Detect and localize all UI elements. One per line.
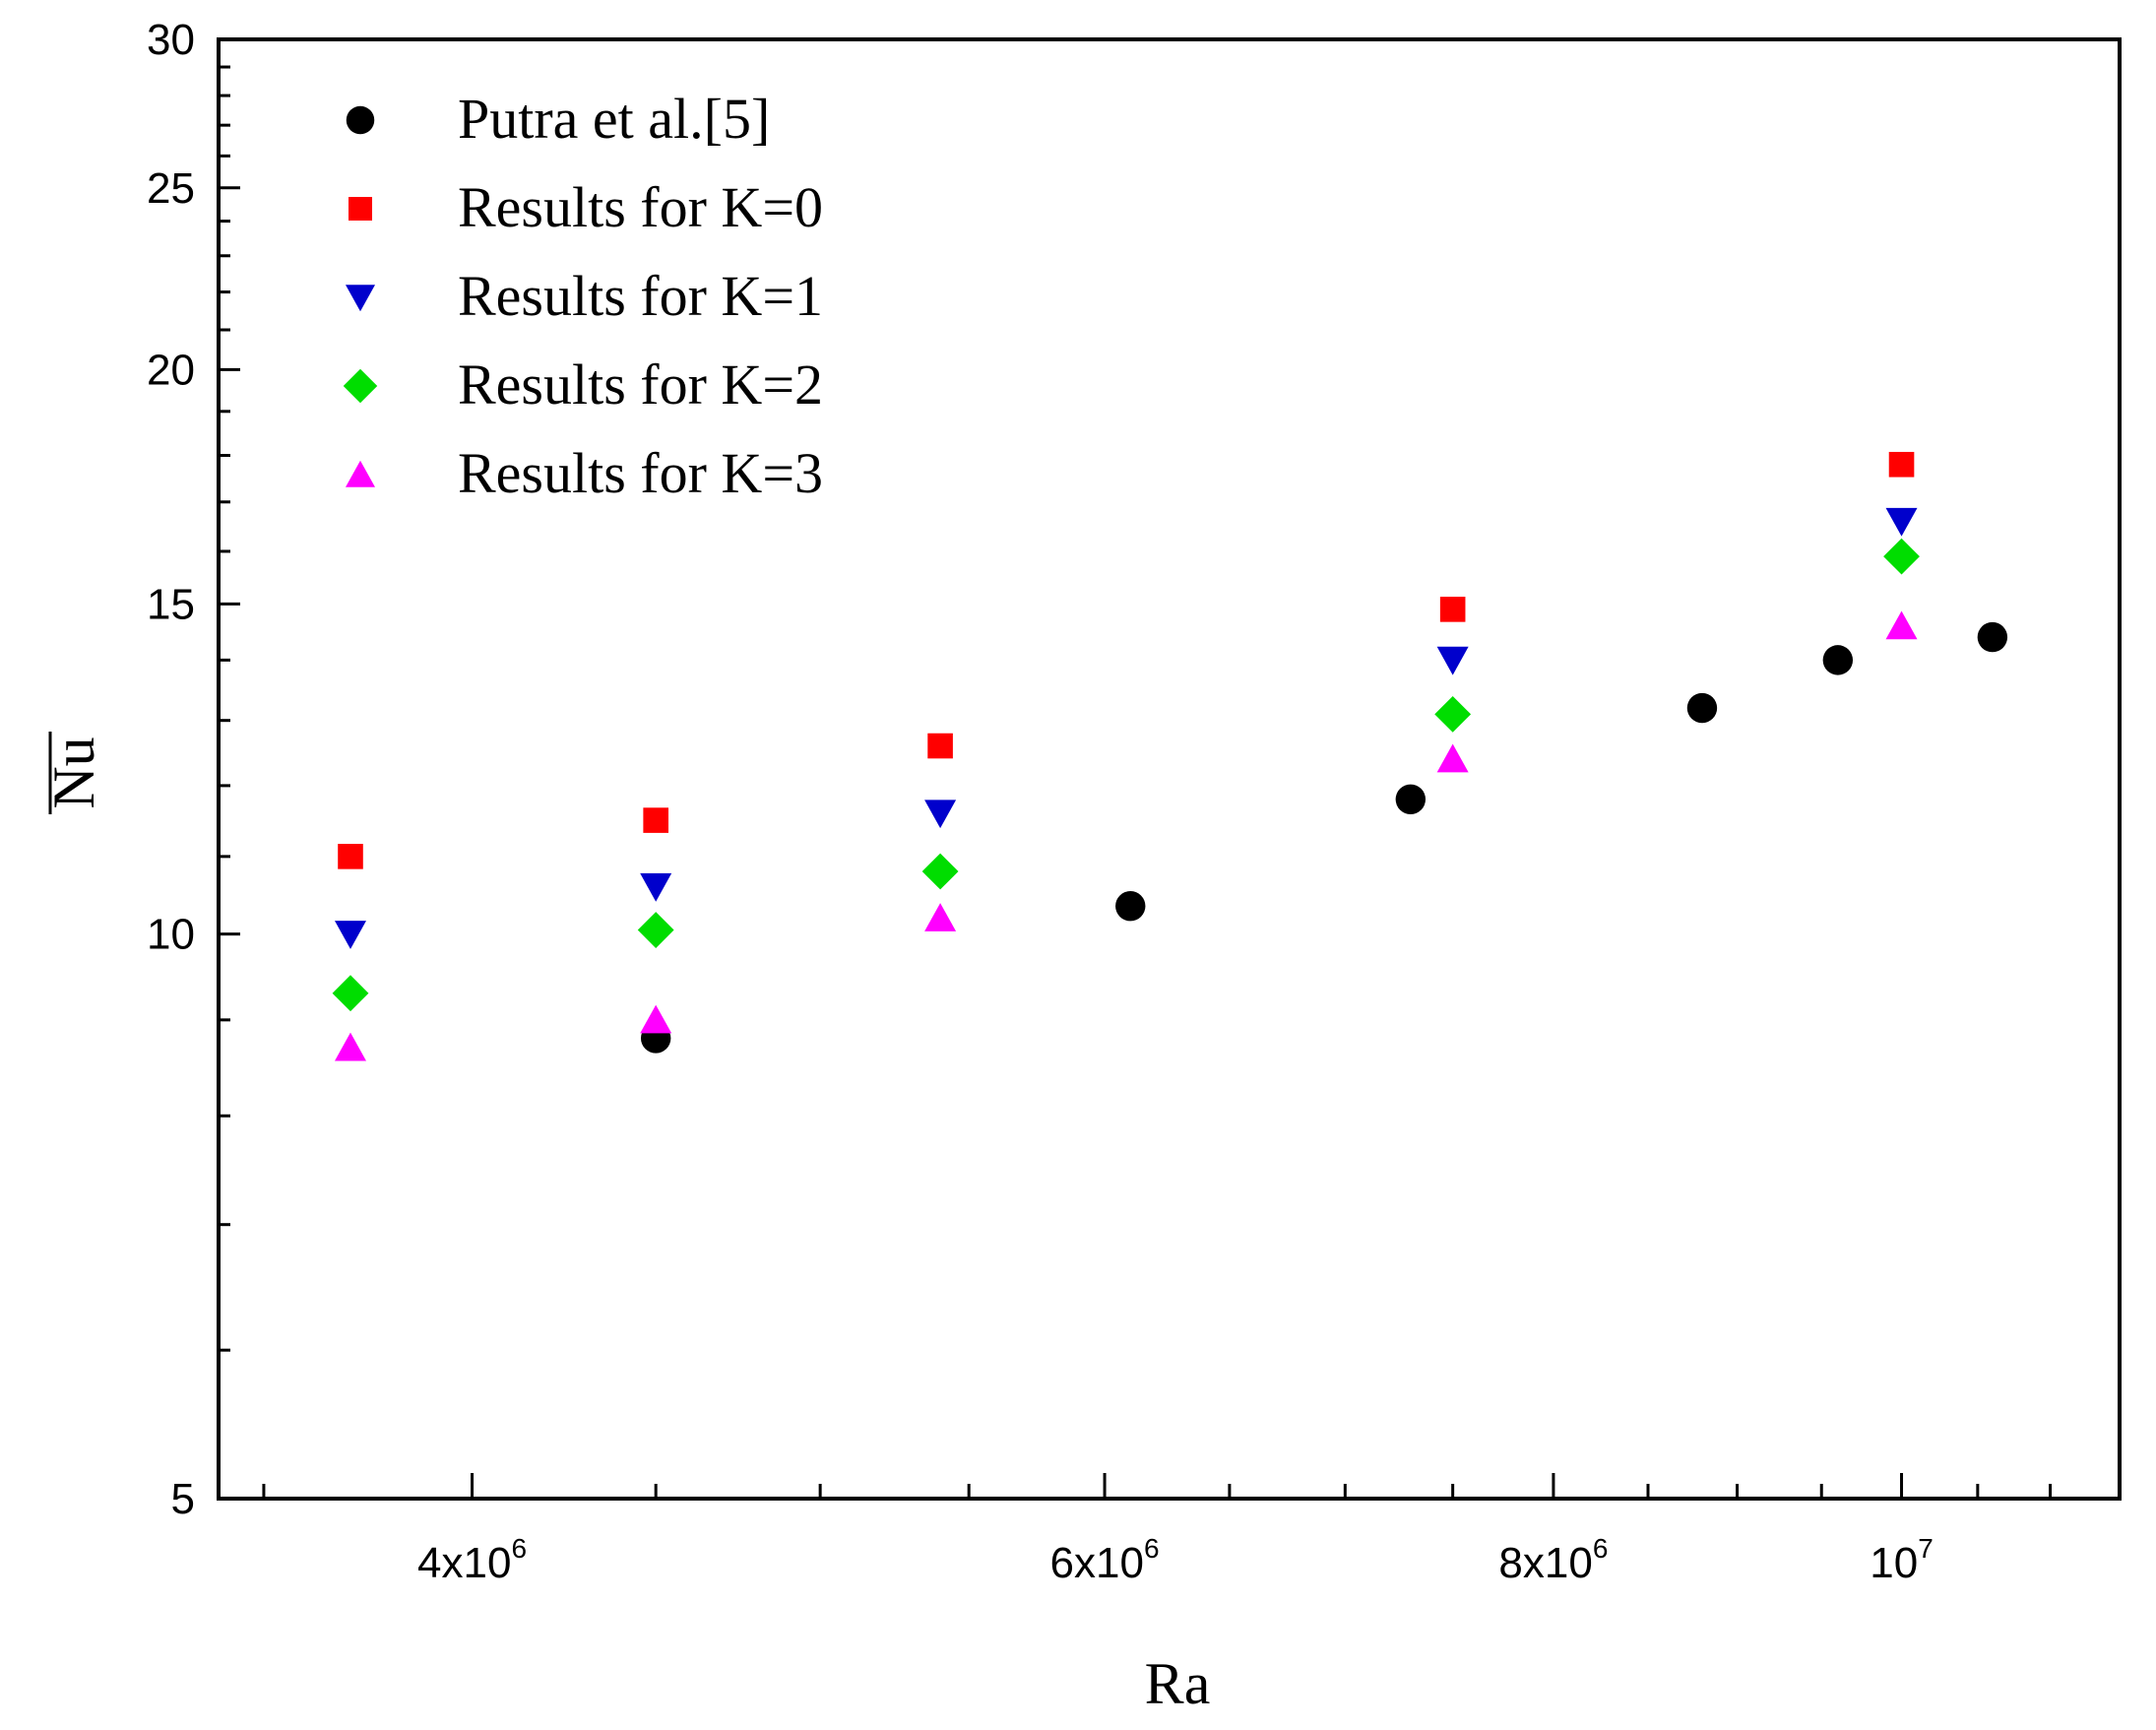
data-point: [338, 844, 363, 869]
data-point: [1885, 507, 1918, 537]
data-point: [921, 853, 959, 890]
data-point: [1885, 610, 1918, 640]
plot-frame: [217, 37, 2122, 1501]
legend-label: Results for K=3: [458, 441, 823, 505]
x-tick-label: 6x106: [1050, 1533, 1160, 1587]
y-axis-title: Nu: [41, 737, 106, 808]
series-3: [332, 538, 1920, 1012]
data-point: [643, 807, 668, 833]
series-1: [338, 451, 1915, 869]
legend-item: Results for K=2: [343, 352, 823, 416]
series-4: [334, 610, 1918, 1061]
data-point: [1883, 538, 1920, 575]
x-tick-label: 8x106: [1498, 1533, 1608, 1587]
x-tick-label: 107: [1870, 1533, 1934, 1587]
plot-border: [217, 37, 2122, 1501]
legend-marker: [346, 460, 375, 487]
data-point: [334, 921, 366, 949]
data-point: [1977, 621, 2008, 653]
data-point: [640, 872, 672, 902]
legend-label: Results for K=1: [458, 264, 823, 328]
data-point: [1439, 597, 1466, 622]
series-0: [640, 621, 2008, 1054]
y-tick-label: 30: [147, 16, 195, 64]
legend-item: Results for K=1: [346, 264, 823, 328]
y-axis-title-group: Nu: [41, 732, 106, 814]
y-tick-label: 25: [147, 164, 195, 213]
data-point: [1395, 784, 1427, 814]
legend-item: Results for K=3: [346, 441, 823, 505]
y-tick-label: 10: [147, 911, 195, 959]
legend-marker: [349, 197, 372, 221]
data-markers: [332, 451, 2008, 1061]
data-point: [1434, 695, 1472, 733]
data-point: [637, 912, 674, 948]
legend-label: Results for K=0: [458, 175, 823, 239]
data-point: [334, 1032, 366, 1061]
y-tick-label: 15: [147, 580, 195, 628]
legend-marker: [343, 368, 378, 404]
y-tick-label: 20: [147, 346, 195, 394]
data-point: [1888, 451, 1915, 478]
data-point: [924, 903, 957, 931]
data-point: [1436, 743, 1469, 773]
data-point: [927, 733, 953, 759]
legend: Putra et al.[5] Results for K=0 Results fo…: [343, 87, 823, 505]
data-point: [924, 800, 957, 829]
legend-item: Results for K=0: [349, 175, 823, 239]
data-point: [332, 975, 369, 1012]
x-axis-title: Ra: [1145, 1651, 1211, 1716]
data-point: [1436, 646, 1469, 675]
x-tick-label: 4x106: [417, 1533, 527, 1587]
legend-marker: [346, 285, 375, 312]
series-2: [334, 507, 1918, 949]
y-axis: 5 10 15 20 25 30: [147, 16, 240, 1523]
data-point: [1822, 645, 1854, 675]
data-point: [1686, 692, 1718, 724]
data-point: [1115, 891, 1146, 922]
legend-item: Putra et al.[5]: [346, 87, 770, 151]
legend-marker: [346, 105, 375, 135]
x-axis: 4x106 6x106 8x106 107: [262, 1473, 2053, 1587]
data-point: [640, 1004, 672, 1034]
y-tick-label: 5: [171, 1475, 195, 1523]
legend-label: Putra et al.[5]: [458, 87, 770, 151]
legend-label: Results for K=2: [458, 352, 823, 416]
